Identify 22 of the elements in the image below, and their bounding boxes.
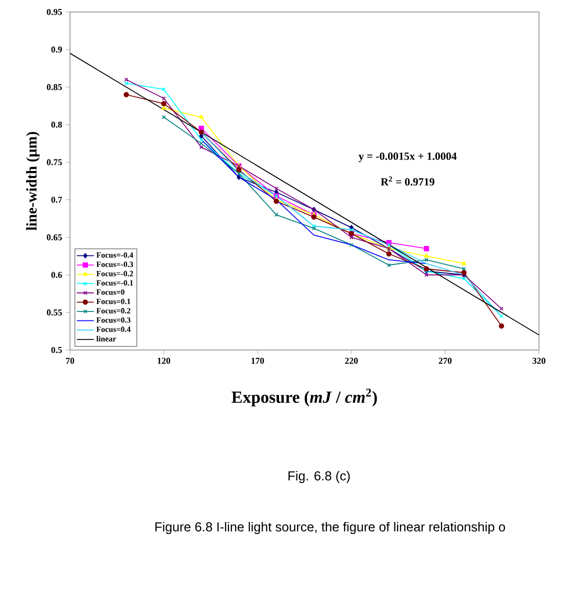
y-tick-label: 0.8 xyxy=(51,122,62,128)
x-tick-label: 170 xyxy=(252,358,264,364)
y-tick-label: 0.5 xyxy=(51,346,62,354)
x-tick-label: 320 xyxy=(532,358,546,364)
y-tick-label: 0.65 xyxy=(46,234,62,240)
x-tick-label: 220 xyxy=(345,358,358,364)
annotation: y = -0.0015x + 1.0004 xyxy=(358,152,457,162)
y-tick-label: 0.7 xyxy=(51,196,62,203)
y-tick-label: 0.75 xyxy=(46,159,62,166)
x-axis-title: Exposure (mJ / cm$^{2}$) xyxy=(232,388,377,406)
annotation: R$^{2}$ = 0.9719 xyxy=(380,176,434,186)
x-tick-label: 120 xyxy=(158,358,170,364)
y-tick-label: 0.9 xyxy=(51,46,62,53)
y-tick-label: 0.55 xyxy=(46,309,62,316)
y-tick-label: 0.95 xyxy=(46,8,62,16)
x-tick-label: 70 xyxy=(66,358,74,364)
y-tick-label: 0.85 xyxy=(46,84,62,90)
caption: Fig. 6.8 (c) xyxy=(288,470,350,484)
y-tick-label: 0.6 xyxy=(51,272,62,278)
caption: Figure 6.8 I-line light source, the figure of linear relationship o xyxy=(155,522,506,534)
y-axis-title: line-width (μm) xyxy=(26,132,40,230)
x-tick-label: 270 xyxy=(438,358,452,364)
